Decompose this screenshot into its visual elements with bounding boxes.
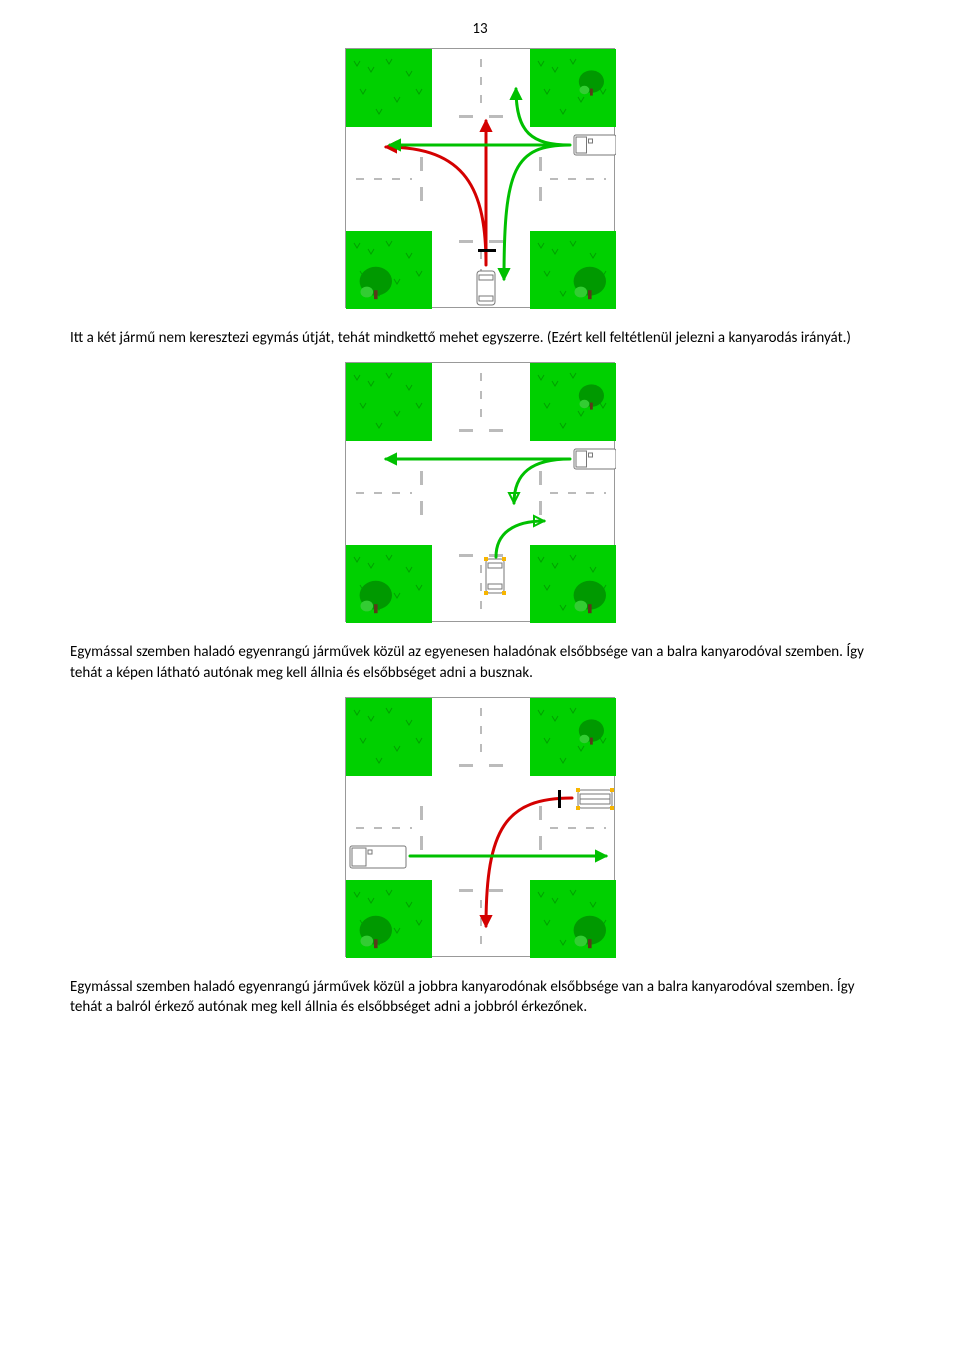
paragraph: Itt a két jármű nem keresztezi egymás út… xyxy=(70,328,890,348)
page-content: Itt a két jármű nem keresztezi egymás út… xyxy=(70,48,890,1017)
intersection-diagram xyxy=(345,362,615,622)
intersection-diagram xyxy=(345,697,615,957)
intersection-diagram xyxy=(345,48,615,308)
page-number: 13 xyxy=(70,20,890,38)
diagram-3 xyxy=(70,697,890,957)
intersection-diagram-svg xyxy=(346,698,616,958)
paragraph: Egymással szemben haladó egyenrangú járm… xyxy=(70,977,890,1018)
diagram-2 xyxy=(70,362,890,622)
paragraph: Egymással szemben haladó egyenrangú járm… xyxy=(70,642,890,683)
intersection-diagram-svg xyxy=(346,49,616,309)
diagram-1 xyxy=(70,48,890,308)
intersection-diagram-svg xyxy=(346,363,616,623)
